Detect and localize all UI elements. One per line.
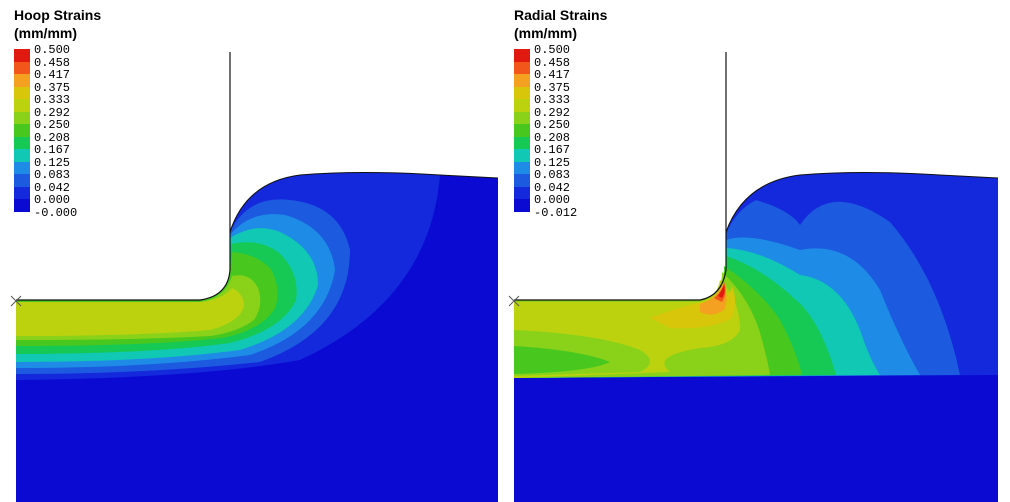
legend-tick: 0.167	[34, 143, 71, 157]
legend-swatch	[14, 99, 30, 112]
legend-swatch	[514, 61, 530, 74]
legend-tick: 0.375	[34, 80, 71, 95]
legend-tick: 0.167	[534, 143, 571, 157]
legend-swatch	[514, 124, 530, 137]
legend-tick: -0.012	[534, 205, 578, 220]
legend-tick: 0.083	[534, 168, 571, 182]
legend-tick: 0.417	[534, 68, 571, 82]
tool-profile	[199, 52, 231, 301]
legend-labels: 0.500 0.458 0.417 0.375 0.333 0.292 0.25…	[34, 44, 114, 219]
legend-swatch	[14, 161, 30, 174]
part-top-edge	[725, 172, 998, 233]
legend-swatch	[14, 174, 30, 187]
legend-swatch	[14, 74, 30, 87]
legend-swatch	[14, 86, 30, 99]
plot-title: Hoop Strains (mm/mm)	[14, 7, 102, 41]
legend-tick: 0.250	[534, 118, 571, 132]
legend-swatch	[514, 86, 530, 99]
legend-swatch	[514, 161, 530, 174]
legend-tick: 0.375	[534, 80, 571, 95]
axis-marker-icon	[508, 295, 520, 307]
legend-tick: 0.458	[534, 55, 571, 70]
legend-tick: 0.333	[34, 93, 71, 107]
legend-tick: 0.042	[534, 180, 571, 195]
legend-swatch	[14, 111, 30, 124]
legend-tick: 0.500	[34, 43, 71, 57]
legend-swatch	[14, 199, 30, 212]
legend-swatch	[14, 136, 30, 149]
legend-swatch	[14, 149, 30, 162]
legend-swatch	[514, 199, 530, 212]
radial-strain-panel: Radial Strains (mm/mm) 0.500 0.458 0.417…	[500, 0, 998, 502]
plot-title: Radial Strains (mm/mm)	[514, 7, 608, 41]
legend-swatch	[14, 61, 30, 74]
band-0.458	[714, 282, 726, 302]
legend-swatch	[514, 49, 530, 62]
legend-tick: 0.208	[534, 130, 571, 145]
legend-swatch	[514, 174, 530, 187]
legend-tick: 0.083	[34, 168, 71, 182]
legend-swatch	[14, 124, 30, 137]
band-0.250-lower	[514, 346, 610, 374]
axis-marker-icon	[10, 295, 22, 307]
hoop-strain-panel: Hoop Strains (mm/mm) 0.500 0.458 0.417 0…	[0, 0, 498, 502]
part-top-edge	[229, 172, 498, 233]
legend-tick: 0.292	[534, 105, 571, 120]
legend-swatch	[514, 149, 530, 162]
legend-tick: 0.417	[34, 68, 71, 82]
legend-swatches	[14, 49, 30, 212]
band-0.500	[718, 285, 725, 298]
legend-swatch	[514, 111, 530, 124]
legend-tick: 0.125	[534, 155, 571, 170]
legend-tick: -0.000	[34, 205, 78, 220]
legend-swatch	[514, 186, 530, 199]
legend-swatch	[514, 99, 530, 112]
hoop-strain-contour-plot	[10, 52, 498, 502]
legend-swatch	[514, 74, 530, 87]
tool-profile	[699, 52, 727, 301]
band-0.333	[16, 288, 244, 336]
legend-tick: 0.292	[34, 105, 71, 120]
legend-tick: 0.000	[34, 193, 71, 207]
legend-tick: 0.333	[534, 93, 571, 107]
legend-tick: 0.500	[534, 43, 571, 57]
band-0.375	[650, 286, 735, 329]
legend-swatches	[514, 49, 530, 212]
legend-swatch	[514, 136, 530, 149]
legend-tick: 0.458	[34, 55, 71, 70]
radial-strain-contour-plot	[508, 52, 998, 502]
legend-tick: 0.042	[34, 180, 71, 195]
legend-tick: 0.250	[34, 118, 71, 132]
legend-tick: 0.125	[34, 155, 71, 170]
legend-swatch	[14, 186, 30, 199]
band-0.417	[700, 284, 727, 315]
legend-labels: 0.500 0.458 0.417 0.375 0.333 0.292 0.25…	[534, 44, 614, 219]
legend-tick: 0.208	[34, 130, 71, 145]
legend-tick: 0.000	[534, 193, 571, 207]
legend-swatch	[14, 49, 30, 62]
